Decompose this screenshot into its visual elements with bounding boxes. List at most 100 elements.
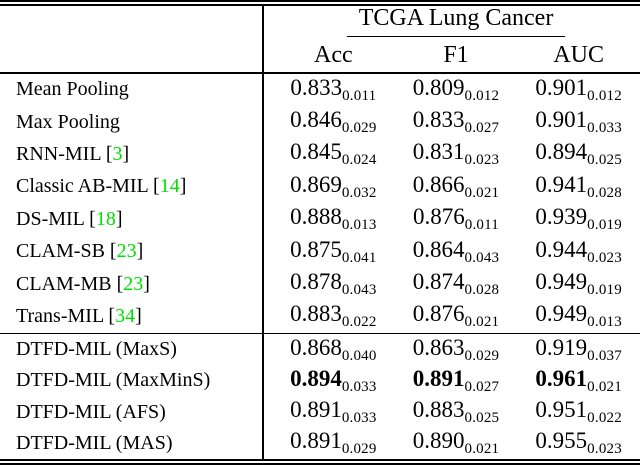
header-rule bbox=[0, 72, 640, 74]
metric-std-subscript: 0.041 bbox=[341, 249, 377, 266]
metric-std-subscript: 0.033 bbox=[587, 120, 622, 137]
metric-value: 0.951 bbox=[535, 397, 588, 423]
cell-acc: 0.8680.040 bbox=[272, 335, 395, 365]
metric-value: 0.868 bbox=[290, 334, 342, 360]
method-cell: Max Pooling bbox=[0, 111, 262, 134]
metric-cells: 0.8330.011 0.8090.012 0.9010.012 bbox=[262, 75, 640, 105]
metric-value: 0.876 bbox=[412, 301, 465, 327]
metric-cells: 0.8780.043 0.8740.028 0.9490.019 bbox=[262, 269, 640, 299]
table-row: Trans-MIL [34] 0.8830.022 0.8760.021 0.9490… bbox=[0, 300, 640, 332]
bottom-double-rule bbox=[0, 458, 640, 465]
metric-std-subscript: 0.024 bbox=[341, 152, 377, 169]
metric-value: 0.901 bbox=[535, 107, 588, 133]
citation-bracket-open: [ bbox=[148, 175, 160, 198]
method-name: RNN-MIL bbox=[16, 142, 101, 165]
metric-std-subscript: 0.012 bbox=[587, 87, 622, 104]
method-name: DTFD-MIL (MaxS) bbox=[16, 338, 177, 361]
cell-auc: 0.9410.028 bbox=[517, 172, 640, 202]
group-header-row: TCGA Lung Cancer bbox=[0, 5, 640, 37]
citation-bracket-close: ] bbox=[135, 304, 142, 327]
cell-f1: 0.8900.021 bbox=[395, 428, 518, 458]
citation-link[interactable]: 18 bbox=[95, 207, 116, 230]
metric-std-subscript: 0.029 bbox=[341, 441, 377, 458]
metric-cells: 0.8680.040 0.8630.029 0.9190.037 bbox=[262, 335, 640, 365]
cell-acc: 0.8780.043 bbox=[272, 269, 395, 299]
table-row: Max Pooling 0.8460.029 0.8330.027 0.9010.03… bbox=[0, 106, 640, 138]
method-column-spacer bbox=[0, 6, 262, 37]
citation-link[interactable]: 14 bbox=[159, 175, 180, 198]
table-row: DTFD-MIL (AFS) 0.8910.033 0.8830.025 0.9510… bbox=[0, 397, 640, 428]
citation-bracket-open: [ bbox=[84, 207, 96, 230]
column-header-row: Acc F1 AUC bbox=[0, 37, 640, 72]
table-row: Mean Pooling 0.8330.011 0.8090.012 0.9010.0… bbox=[0, 74, 640, 106]
column-divider-line bbox=[262, 6, 264, 459]
method-cell: DTFD-MIL (MaxS) bbox=[0, 338, 262, 361]
metric-cells: 0.8750.041 0.8640.043 0.9440.023 bbox=[262, 237, 640, 267]
metric-cells: 0.8910.033 0.8830.025 0.9510.022 bbox=[262, 397, 640, 427]
citation-bracket-open: [ bbox=[103, 304, 116, 327]
cell-f1: 0.8910.027 bbox=[395, 366, 518, 396]
metric-value: 0.891 bbox=[290, 428, 342, 454]
method-name: DS-MIL bbox=[16, 207, 85, 230]
metric-cells: 0.8910.029 0.8900.021 0.9550.023 bbox=[262, 428, 640, 458]
metric-std-subscript: 0.021 bbox=[464, 441, 500, 458]
metric-value: 0.875 bbox=[290, 236, 342, 262]
metric-std-subscript: 0.032 bbox=[341, 184, 377, 201]
method-name: CLAM-MB bbox=[16, 272, 112, 295]
metric-value: 0.878 bbox=[290, 269, 342, 295]
metric-value: 0.944 bbox=[535, 236, 588, 262]
metric-std-subscript: 0.012 bbox=[464, 87, 500, 104]
table-row: CLAM-MB [23] 0.8780.043 0.8740.028 0.9490.0… bbox=[0, 268, 640, 300]
method-name: CLAM-SB bbox=[16, 240, 105, 263]
cell-auc: 0.9550.023 bbox=[517, 428, 640, 458]
method-name: DTFD-MIL (MAS) bbox=[16, 431, 173, 454]
method-name: DTFD-MIL (AFS) bbox=[16, 400, 166, 423]
cell-auc: 0.8940.025 bbox=[517, 139, 640, 169]
cell-f1: 0.8660.021 bbox=[395, 172, 518, 202]
metric-value: 0.845 bbox=[290, 139, 342, 165]
section-rule bbox=[0, 332, 640, 335]
metric-value: 0.831 bbox=[412, 139, 465, 165]
citation-link[interactable]: 23 bbox=[116, 240, 137, 263]
metric-std-subscript: 0.029 bbox=[341, 120, 377, 137]
table-row: DTFD-MIL (MaxMinS) 0.8940.033 0.8910.027 0.… bbox=[0, 365, 640, 396]
column-header-f1: F1 bbox=[443, 41, 469, 68]
metric-cells: 0.8460.029 0.8330.027 0.9010.033 bbox=[262, 107, 640, 137]
metric-std-subscript: 0.019 bbox=[587, 217, 622, 234]
metric-std-subscript: 0.022 bbox=[587, 410, 622, 427]
metric-value: 0.955 bbox=[535, 428, 588, 454]
metric-value: 0.949 bbox=[535, 301, 588, 327]
cell-f1: 0.8330.027 bbox=[395, 107, 518, 137]
metric-std-subscript: 0.028 bbox=[464, 282, 500, 299]
metric-std-subscript: 0.033 bbox=[341, 410, 377, 427]
metric-std-subscript: 0.013 bbox=[587, 314, 622, 331]
metric-std-subscript: 0.011 bbox=[342, 87, 377, 104]
citation-link[interactable]: 3 bbox=[112, 142, 123, 165]
citation-bracket-open: [ bbox=[100, 142, 113, 165]
cell-acc: 0.8750.041 bbox=[272, 237, 395, 267]
metric-value: 0.833 bbox=[290, 74, 343, 100]
metric-std-subscript: 0.021 bbox=[464, 314, 500, 331]
citation-link[interactable]: 23 bbox=[123, 272, 144, 295]
cell-f1: 0.8640.043 bbox=[395, 237, 518, 267]
metric-std-subscript: 0.033 bbox=[341, 378, 377, 395]
cell-acc: 0.8910.029 bbox=[272, 428, 395, 458]
metric-std-subscript: 0.040 bbox=[341, 347, 377, 364]
citation-link[interactable]: 34 bbox=[115, 304, 136, 327]
method-name: DTFD-MIL (MaxMinS) bbox=[16, 369, 211, 392]
method-cell: DTFD-MIL (AFS) bbox=[0, 401, 262, 424]
metric-value: 0.949 bbox=[535, 269, 588, 295]
metric-std-subscript: 0.023 bbox=[464, 152, 500, 169]
cell-f1: 0.8830.025 bbox=[395, 397, 518, 427]
method-cell: DTFD-MIL (MAS) bbox=[0, 432, 262, 455]
baseline-methods-group: Mean Pooling 0.8330.011 0.8090.012 0.9010.0… bbox=[0, 74, 640, 333]
metric-value: 0.919 bbox=[535, 334, 588, 360]
cell-acc: 0.8330.011 bbox=[272, 75, 395, 105]
cell-acc: 0.8910.033 bbox=[272, 397, 395, 427]
metric-value: 0.939 bbox=[535, 204, 588, 230]
cell-auc: 0.9010.033 bbox=[517, 107, 640, 137]
metric-value: 0.846 bbox=[290, 107, 342, 133]
metric-value: 0.883 bbox=[412, 397, 465, 423]
citation-bracket-close: ] bbox=[115, 207, 123, 230]
